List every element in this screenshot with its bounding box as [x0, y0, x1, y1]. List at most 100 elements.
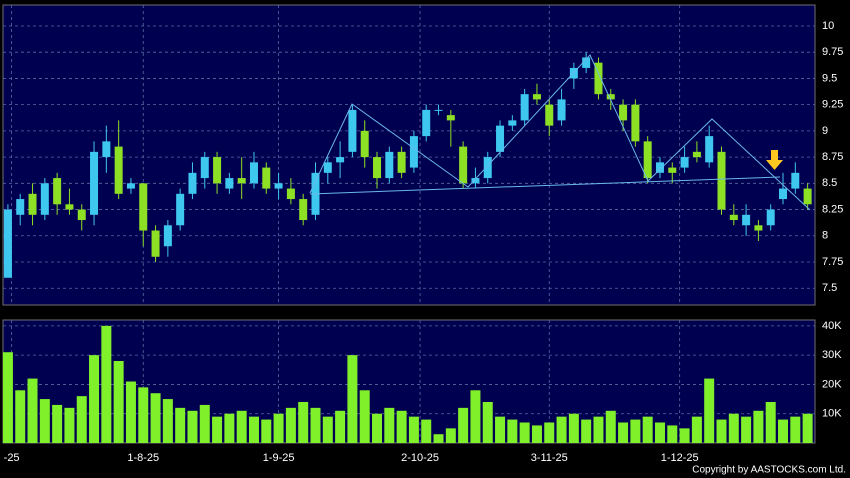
candle-body	[446, 115, 455, 121]
candle-body	[803, 188, 812, 205]
candle-body	[754, 225, 763, 231]
candle-body	[655, 162, 664, 173]
candle-body	[65, 204, 74, 210]
volume-bar	[691, 416, 702, 443]
candle-body	[729, 214, 738, 221]
pattern-lines	[309, 54, 811, 211]
y-tick-label: 8.25	[822, 203, 843, 215]
candle-body	[680, 157, 689, 168]
candle-body	[360, 130, 369, 158]
x-tick-label: 1-12-25	[661, 452, 699, 464]
candle-body	[176, 193, 185, 226]
candle-body	[286, 188, 295, 200]
volume-bar	[224, 413, 235, 443]
volume-bar	[76, 396, 87, 443]
candle-body	[619, 104, 628, 121]
volume-bar	[236, 410, 247, 443]
candle-body	[791, 172, 800, 189]
candle-body	[631, 104, 640, 142]
volume-bar	[765, 402, 776, 443]
candle-body	[483, 157, 492, 179]
candle-body	[373, 157, 382, 179]
volume-bar	[273, 413, 284, 443]
marks	[2, 52, 813, 443]
volume-bar	[593, 416, 604, 443]
volume-bar	[150, 393, 161, 443]
volume-bar	[544, 422, 555, 443]
volume-bar	[495, 416, 506, 443]
volume-bar	[175, 407, 186, 443]
volume-bar	[654, 422, 665, 443]
candle-body	[102, 141, 111, 158]
volume-bar	[630, 419, 641, 443]
volume-bar	[458, 407, 469, 443]
candle-body	[668, 167, 677, 173]
candle-body	[90, 151, 99, 215]
candle-body	[385, 151, 394, 179]
volume-bar	[396, 410, 407, 443]
volume-bar	[470, 390, 481, 443]
candle-body	[643, 141, 652, 179]
y-tick-label: 8.75	[822, 151, 843, 163]
volume-bar	[556, 416, 567, 443]
volume-bar	[101, 325, 112, 443]
volume-bar	[421, 419, 432, 443]
y-tick-label: 10	[822, 20, 834, 32]
volume-bar	[359, 390, 370, 443]
candle-body	[692, 151, 701, 158]
volume-bar	[187, 410, 198, 443]
candle-body	[532, 94, 541, 100]
candle-body	[16, 199, 25, 215]
x-tick-label: -25	[4, 452, 20, 464]
candle-body	[471, 178, 480, 184]
y-tick-label: 9.75	[822, 46, 843, 58]
y-tick-label: 9.5	[822, 72, 837, 84]
volume-bar	[753, 410, 764, 443]
volume-bar	[519, 422, 530, 443]
volume-bar	[372, 413, 383, 443]
arrow-marker	[766, 150, 783, 170]
candle-body	[496, 125, 505, 152]
volume-bar	[212, 416, 223, 443]
volume-bar	[704, 378, 715, 443]
y-tick-label: 8	[822, 230, 828, 242]
y-tick-label: 8.5	[822, 177, 837, 189]
y-tick-label: 7.5	[822, 282, 837, 294]
volume-bar	[790, 416, 801, 443]
candle-body	[409, 136, 418, 168]
zigzag	[309, 54, 811, 211]
volume-bar	[15, 390, 26, 443]
volume-bar	[322, 416, 333, 443]
y-tick-label: 7.75	[822, 256, 843, 268]
candle-body	[422, 109, 431, 137]
candle-body	[299, 199, 308, 221]
volume-bar	[679, 428, 690, 443]
volume-bar	[433, 434, 444, 443]
volume-bar	[310, 407, 321, 443]
volume-bar	[568, 413, 579, 443]
candle-body	[557, 99, 566, 121]
neckline	[309, 176, 781, 195]
volume-bar	[618, 422, 629, 443]
volume-bar	[125, 381, 136, 443]
candle-body	[459, 146, 468, 184]
volume-bar	[581, 419, 592, 443]
candle-body	[742, 214, 751, 226]
volume-bar	[384, 407, 395, 443]
volume-bar	[298, 402, 309, 443]
volume-bar	[162, 399, 173, 443]
candle-body	[213, 157, 222, 184]
volume-bar	[199, 404, 210, 443]
candle-body	[262, 167, 271, 189]
x-tick-label: 2-10-25	[401, 452, 439, 464]
volume-bar	[728, 413, 739, 443]
y-tick-label: 9	[822, 125, 828, 137]
candle-body	[28, 193, 37, 215]
volume-bar	[2, 352, 13, 443]
volume-bar	[507, 419, 518, 443]
volume-bar	[778, 419, 789, 443]
candle-body	[766, 209, 775, 226]
volume-bar	[408, 416, 419, 443]
